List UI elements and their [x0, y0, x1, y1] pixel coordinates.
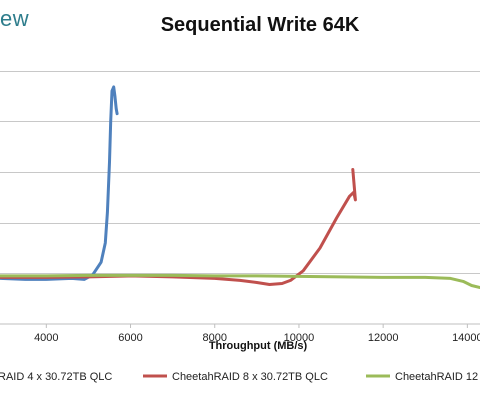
x-tick-label-14000: 14000 [452, 332, 480, 344]
legend: RAID 4 x 30.72TB QLC CheetahRAID 8 x 30.7… [0, 371, 478, 383]
series-lines [0, 85, 480, 289]
legend-label-3: CheetahRAID 12 [395, 371, 478, 383]
x-tick-label-8000: 8000 [202, 332, 226, 344]
x-tick-label-6000: 6000 [118, 332, 142, 344]
gridlines [0, 71, 480, 274]
series-line-3 [0, 273, 480, 289]
x-tick-label-10000: 10000 [284, 332, 315, 344]
brand-logo-fragment: ew [0, 6, 30, 31]
series-line-1 [0, 85, 119, 281]
x-axis-label: Throughput (MB/s) [209, 340, 308, 352]
x-tick-label-4000: 4000 [34, 332, 58, 344]
series-line-2 [0, 168, 357, 286]
x-tick-label-12000: 12000 [368, 332, 399, 344]
chart-title: Sequential Write 64K [160, 14, 360, 36]
legend-label-1: RAID 4 x 30.72TB QLC [0, 371, 112, 383]
legend-label-2: CheetahRAID 8 x 30.72TB QLC [172, 371, 328, 383]
x-tick-labels: 4000 6000 8000 10000 12000 14000 [34, 324, 480, 344]
